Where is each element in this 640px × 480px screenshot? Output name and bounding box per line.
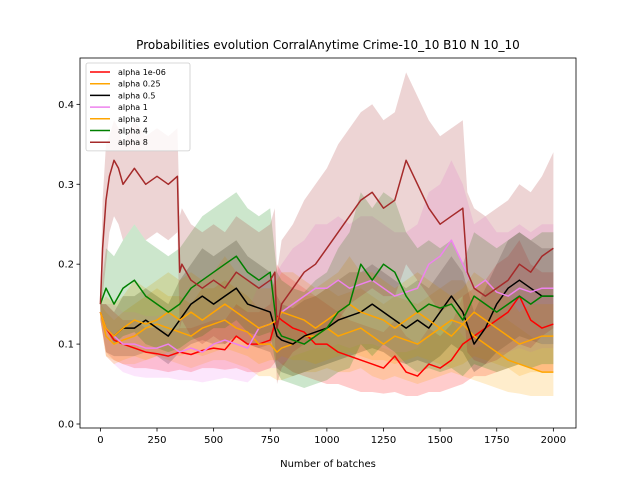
legend: alpha 1e-06 alpha 0.25 alpha 0.5 alpha 1 alp…: [85, 62, 191, 152]
legend-box: [85, 62, 191, 152]
band-alpha-4-5: [100, 192, 554, 388]
x-tick-label: 2000: [541, 435, 566, 446]
band-alpha-0-5-2: [100, 232, 554, 377]
legend-label: alpha 1e-06: [118, 68, 166, 77]
x-tick-label: 1750: [484, 435, 509, 446]
y-tick-label: 0.3: [58, 180, 74, 191]
band-alpha-8-6: [100, 72, 554, 385]
legend-label: alpha 0.25: [118, 80, 161, 89]
axes-frame: [79, 57, 577, 429]
y-tick-label: 0.0: [58, 420, 74, 431]
band-alpha-1-3: [100, 160, 554, 383]
legend-label: alpha 8: [118, 138, 148, 147]
x-axis: 0 250 500 750 1000 1250 1500 1750 2000: [97, 428, 566, 446]
legend-label: alpha 1: [118, 103, 148, 112]
line-alpha-8-6: [99, 159, 554, 329]
x-axis-label: Number of batches: [280, 459, 376, 470]
band-alpha-2-4: [100, 256, 554, 377]
legend-label: alpha 4: [118, 127, 148, 136]
chart-title: Probabilities evolution CorralAnytime Cr…: [136, 38, 520, 52]
series-lines: [99, 159, 554, 377]
band-alpha-0-25-1: [100, 280, 554, 396]
x-tick-label: 1250: [371, 435, 396, 446]
y-axis: 0.0 0.1 0.2 0.3 0.4: [58, 100, 80, 431]
line-alpha-0-5-2: [99, 279, 554, 345]
x-tick-label: 1500: [427, 435, 452, 446]
x-tick-label: 250: [147, 435, 166, 446]
y-tick-label: 0.1: [58, 340, 74, 351]
line-alpha-4-5: [99, 255, 554, 345]
y-tick-label: 0.2: [58, 260, 74, 271]
plot-area: [99, 72, 554, 396]
x-tick-label: 500: [204, 435, 223, 446]
x-tick-label: 1000: [314, 435, 339, 446]
x-tick-label: 750: [261, 435, 280, 446]
x-tick-label: 0: [97, 435, 103, 446]
legend-label: alpha 0.5: [118, 91, 155, 100]
y-tick-label: 0.4: [58, 100, 74, 111]
confidence-bands: [100, 72, 554, 396]
band-alpha-1e-06-0: [100, 240, 554, 396]
legend-label: alpha 2: [118, 115, 148, 124]
